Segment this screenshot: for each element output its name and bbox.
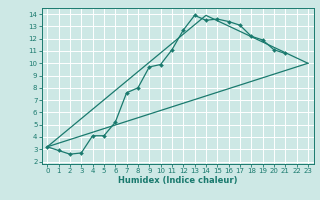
X-axis label: Humidex (Indice chaleur): Humidex (Indice chaleur) — [118, 176, 237, 185]
